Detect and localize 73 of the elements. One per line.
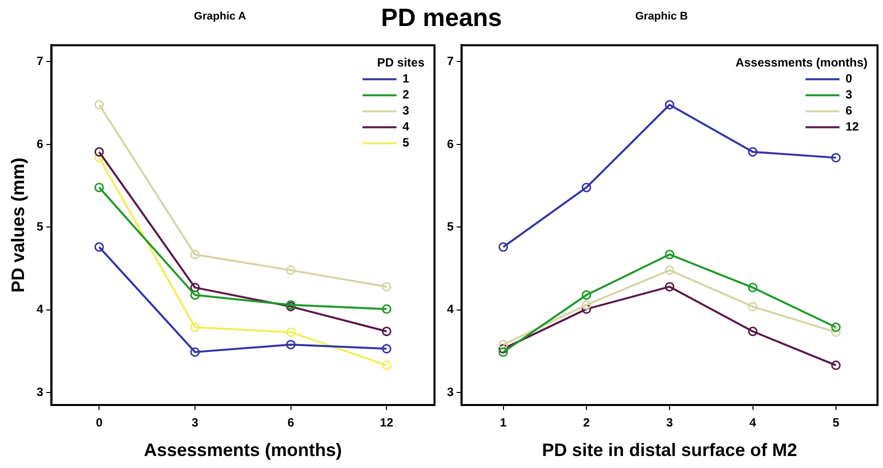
point — [831, 152, 841, 162]
point — [664, 100, 674, 110]
y-tick-label: 5 — [446, 219, 454, 234]
point — [94, 152, 104, 162]
point — [190, 347, 200, 357]
point — [382, 304, 392, 314]
legend-label: 6 — [846, 104, 852, 118]
y-tick-label: 3 — [36, 384, 44, 399]
x-tick-label: 0 — [96, 416, 103, 430]
point — [382, 360, 392, 370]
x-axis-title: Assessments (months) — [144, 440, 342, 460]
point — [582, 290, 592, 300]
y-tick-label: 3 — [446, 384, 454, 399]
x-tick-label: 12 — [380, 416, 394, 430]
text: PD means — [381, 4, 502, 32]
y-tick-label: 6 — [36, 136, 44, 151]
point — [286, 327, 296, 337]
y-axis-title: PD values (mm) — [8, 158, 28, 293]
point — [831, 322, 841, 332]
point — [190, 282, 200, 292]
point — [831, 360, 841, 370]
legend-title: PD sites — [377, 56, 425, 70]
point — [498, 340, 508, 350]
point — [286, 265, 296, 275]
x-tick-label: 3 — [192, 416, 199, 430]
y-tick-label: 4 — [446, 302, 454, 316]
point — [664, 265, 674, 275]
point — [498, 242, 508, 252]
point — [582, 300, 592, 310]
legend-label: 4 — [402, 120, 410, 134]
x-tick-label: 3 — [666, 416, 674, 430]
point — [94, 242, 104, 252]
point — [748, 147, 758, 157]
chart-title: Graphic B — [635, 10, 688, 23]
x-tick-label: 1 — [500, 416, 507, 430]
point — [190, 250, 200, 260]
x-tick-label: 2 — [583, 416, 590, 430]
legend-label: 5 — [402, 136, 410, 150]
y-tick-label: 7 — [446, 54, 454, 68]
y-tick-label: 7 — [36, 54, 44, 68]
legend-label: 0 — [846, 72, 852, 86]
y-tick-label: 5 — [36, 219, 44, 234]
point — [382, 282, 392, 292]
point — [498, 347, 508, 357]
x-axis-title: PD site in distal surface of M2 — [542, 440, 798, 460]
legend-label: 2 — [402, 88, 410, 102]
y-tick-label: 6 — [446, 136, 454, 151]
point — [748, 282, 758, 292]
legend-title: Assessments (months) — [735, 56, 868, 70]
chart-title: Graphic A — [194, 10, 246, 23]
point — [498, 344, 508, 354]
point — [582, 182, 592, 192]
point — [831, 327, 841, 337]
point — [382, 344, 392, 354]
x-tick-label: 4 — [749, 416, 756, 430]
point — [664, 250, 674, 260]
point — [664, 282, 674, 292]
point — [190, 290, 200, 300]
point — [94, 182, 104, 192]
x-tick-label: 6 — [287, 416, 294, 430]
y-tick-label: 4 — [36, 302, 44, 316]
point — [94, 100, 104, 110]
point — [382, 326, 392, 336]
x-tick-label: 5 — [832, 416, 840, 430]
legend-label: 3 — [402, 104, 410, 118]
legend-label: 1 — [402, 72, 410, 86]
point — [94, 147, 104, 157]
legend-label: 3 — [846, 88, 852, 102]
legend-label: 12 — [846, 120, 860, 134]
point — [748, 326, 758, 336]
point — [748, 302, 758, 312]
point — [286, 340, 296, 350]
point — [190, 322, 200, 332]
